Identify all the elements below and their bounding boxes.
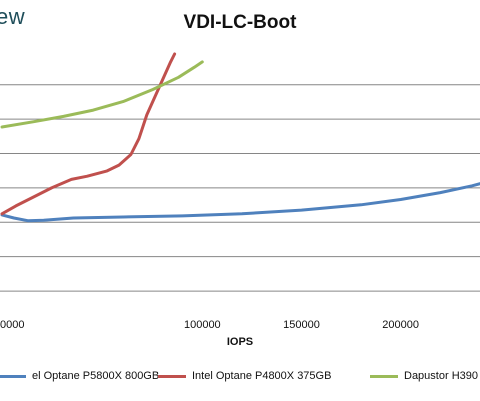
x-tick-label: 100000: [184, 319, 221, 331]
x-tick-label: 150000: [283, 319, 320, 331]
legend-label-p4800x: Intel Optane P4800X 375GB: [192, 370, 332, 382]
series-line-0: [0, 182, 480, 223]
brand-logo-text: ew: [0, 4, 26, 29]
legend-label-h390: Dapustor H390: [404, 370, 478, 382]
series-line-1: [0, 52, 177, 216]
legend-item-h390: Dapustor H390: [370, 370, 478, 382]
legend-label-p5800x: el Optane P5800X 800GB: [32, 370, 160, 382]
chart-legend: el Optane P5800X 800GB Intel Optane P480…: [0, 370, 480, 390]
chart-title: VDI-LC-Boot: [183, 12, 297, 33]
x-tick-label: 200000: [382, 319, 419, 331]
series-line-2: [0, 60, 204, 129]
legend-item-p4800x: Intel Optane P4800X 375GB: [158, 370, 331, 382]
x-axis-title: IOPS: [226, 336, 254, 348]
legend-swatch-p4800x: [158, 374, 186, 378]
legend-swatch-h390: [370, 374, 398, 378]
legend-item-p5800x: el Optane P5800X 800GB: [0, 370, 159, 382]
legend-swatch-p5800x: [0, 374, 26, 378]
x-tick-label: 0000: [0, 319, 24, 331]
